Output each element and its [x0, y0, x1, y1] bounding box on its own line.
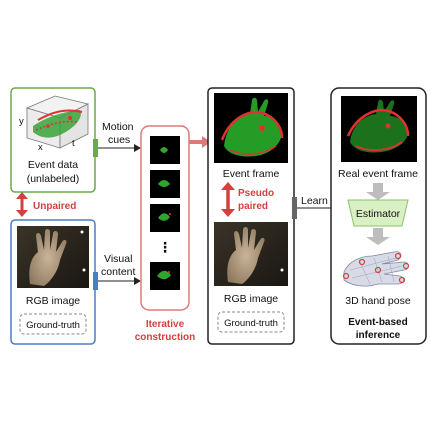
inference-label-2: inference	[356, 330, 401, 341]
unpaired-label: Unpaired	[33, 201, 76, 212]
real-event-frame-image	[341, 96, 417, 162]
pseudo-connector-tab	[292, 197, 297, 219]
axis-x-label: x	[38, 142, 43, 153]
visual-content-connector	[98, 277, 141, 285]
visual-content-label-1: Visual	[104, 253, 132, 265]
rgb-panel: RGB image Ground-truth	[10, 219, 98, 345]
axis-y-label: y	[19, 116, 24, 127]
pseudo-rgb-image	[214, 222, 288, 286]
ground-truth-box	[19, 313, 87, 335]
pseudo-ground-truth-label: Ground-truth	[224, 318, 278, 329]
event-frame-label: Event frame	[223, 168, 280, 180]
event-frame-image	[214, 93, 288, 163]
ground-truth-label: Ground-truth	[26, 320, 80, 331]
rgb-connector-tab	[93, 272, 98, 290]
pseudo-paired-arrow	[221, 182, 235, 217]
inference-label-1: Event-based	[348, 317, 407, 328]
pseudo-label: Pseudo	[238, 188, 274, 199]
hand-pose-label: 3D hand pose	[345, 295, 411, 307]
estimator-label: Estimator	[356, 208, 401, 220]
paired-label: paired	[238, 201, 268, 212]
stack-ellipsis: ⋮	[158, 240, 172, 256]
inference-panel: Real event frame Estimator 3D hand pose …	[330, 87, 427, 345]
estimator-block	[347, 199, 409, 227]
axis-t-label: t	[72, 138, 75, 149]
to-pose-arrow	[366, 228, 390, 245]
pseudo-ground-truth-box	[217, 311, 285, 333]
real-event-frame-label: Real event frame	[338, 168, 418, 180]
event-frame-stack	[150, 136, 180, 290]
motion-cues-label-2: cues	[108, 134, 130, 146]
event-data-panel: y x t Event data (unlabeled)	[10, 87, 98, 193]
pseudo-paired-panel: Event frame Pseudo paired RGB image Grou…	[207, 87, 297, 345]
unlabeled-label: (unlabeled)	[27, 173, 80, 185]
event-connector-tab	[93, 139, 98, 157]
rgb-hand-image	[17, 226, 89, 288]
hand-pose-mesh-icon	[342, 251, 410, 287]
iterative-label-1: Iterative	[146, 319, 185, 330]
motion-cues-connector	[98, 144, 141, 152]
rgb-image-label: RGB image	[26, 295, 80, 307]
event-data-label: Event data	[28, 159, 78, 171]
motion-cues-label-1: Motion	[102, 121, 134, 133]
pseudo-rgb-label: RGB image	[224, 293, 278, 305]
iterative-label-2: construction	[135, 332, 196, 343]
event-cube-icon	[25, 95, 90, 149]
construction-arrow	[189, 136, 211, 148]
iterative-panel: ⋮	[140, 125, 190, 311]
to-estimator-arrow	[366, 183, 390, 200]
visual-content-label-2: content	[101, 266, 136, 278]
unpaired-arrow	[16, 192, 28, 217]
learn-label: Learn	[301, 195, 328, 207]
